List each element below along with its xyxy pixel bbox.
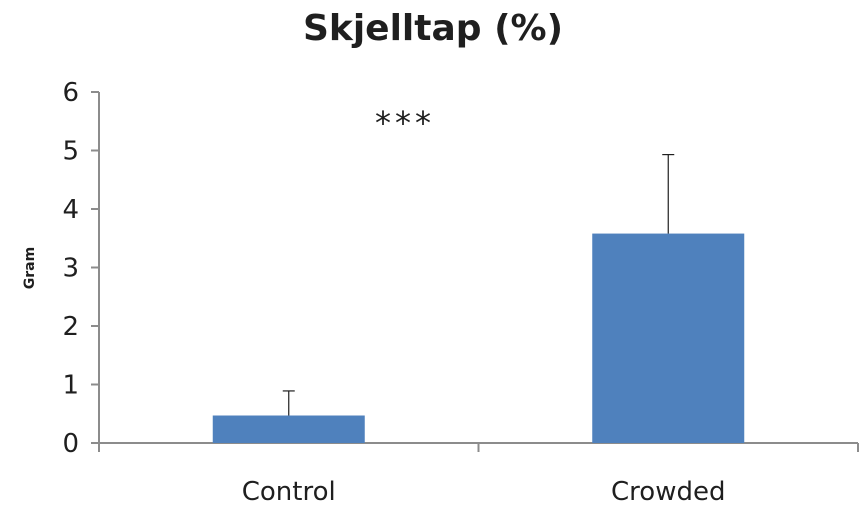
bar: [212, 415, 365, 443]
x-category-label: Control: [242, 477, 336, 505]
y-tick-label: 5: [62, 137, 79, 167]
y-tick-label: 6: [62, 78, 79, 108]
y-tick-label: 2: [62, 312, 79, 342]
x-category-label: Crowded: [611, 477, 725, 505]
y-tick-label: 3: [62, 254, 79, 284]
y-tick-label: 0: [62, 429, 79, 459]
bar: [592, 233, 745, 443]
chart-title: Skjelltap (%): [302, 8, 564, 49]
y-tick-label: 4: [62, 195, 79, 225]
y-tick-label: 1: [62, 371, 79, 401]
significance-annotation: ***: [375, 104, 435, 142]
